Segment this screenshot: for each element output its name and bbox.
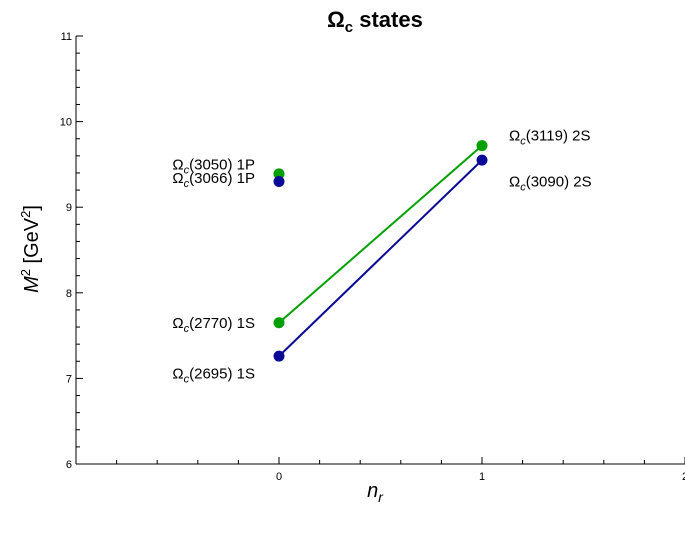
series-line [278, 159, 483, 357]
x-tick-label: 0 [276, 471, 282, 483]
point-label: Ωc(3050) 1P [172, 156, 255, 176]
data-point [476, 140, 488, 152]
chart-title: Ωc states [327, 7, 423, 36]
data-points [273, 140, 488, 362]
point-label: Ωc(3119) 2S [509, 127, 590, 147]
x-axis-ticks: 0 1 2 [75, 457, 685, 483]
y-tick-label: 10 [60, 117, 72, 129]
y-tick-label: 9 [66, 202, 72, 214]
series-line [278, 144, 483, 324]
y-tick-label: 8 [66, 288, 72, 300]
point-label: Ωc(3090) 2S [509, 174, 592, 194]
x-axis-title: nr [367, 480, 384, 505]
data-point [273, 350, 285, 362]
y-tick-label: 7 [66, 373, 72, 385]
y-tick-label: 11 [61, 31, 72, 43]
x-tick-label: 2 [682, 471, 685, 483]
y-axis-ticks: 6 7 8 9 10 11 [60, 31, 83, 471]
x-tick-label: 1 [479, 471, 485, 483]
data-point [273, 176, 285, 188]
data-point [273, 317, 285, 329]
y-tick-label: 6 [66, 459, 72, 471]
series-lines [278, 144, 483, 357]
point-label: Ωc(3066) 1P [172, 170, 255, 190]
y-axis-title: M2 [GeV2] [18, 205, 43, 293]
plot-frame [75, 36, 685, 465]
point-label: Ωc(2695) 1S [172, 365, 255, 385]
point-label: Ωc(2770) 1S [172, 315, 255, 335]
data-point [476, 154, 488, 166]
data-point [273, 168, 285, 180]
